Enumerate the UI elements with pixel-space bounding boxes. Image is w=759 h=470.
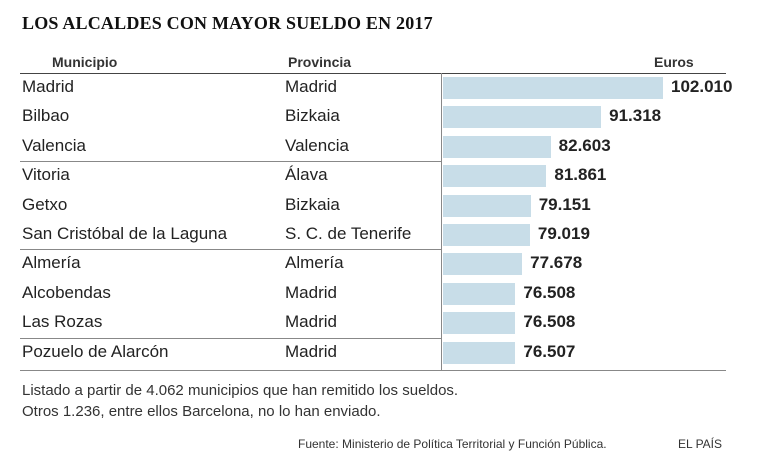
municipio-cell: Pozuelo de Alarcón — [22, 341, 169, 361]
salary-value-label: 76.508 — [523, 282, 576, 302]
group-divider — [20, 161, 442, 162]
table-row: Vitoria Álava 81.861 — [0, 161, 759, 190]
salary-bar — [443, 194, 531, 217]
provincia-cell: Madrid — [285, 282, 337, 302]
publisher-credit: EL PAÍS — [678, 437, 723, 451]
provincia-cell: Bizkaia — [285, 194, 340, 214]
provincia-cell: S. C. de Tenerife — [285, 224, 412, 243]
municipio-cell: Getxo — [22, 194, 68, 214]
salary-value-label: 76.508 — [523, 312, 576, 332]
salary-value-label: 79.019 — [537, 224, 590, 243]
footnote: Listado a partir de 4.062 municipios que… — [22, 382, 459, 399]
chart-title: LOS ALCALDES CON MAYOR SUELDO EN 2017 — [22, 13, 433, 33]
table-row: Bilbao Bizkaia 91.318 — [0, 102, 759, 131]
group-divider — [20, 249, 442, 250]
table-row: Pozuelo de Alarcón Madrid 76.507 — [0, 338, 759, 367]
bar-axis-line — [441, 73, 442, 370]
table-row: Madrid Madrid 102.010 — [0, 73, 759, 102]
salary-value-label: 91.318 — [609, 106, 662, 126]
salary-value-label: 102.010 — [671, 77, 733, 96]
salary-value-label: 82.603 — [558, 135, 611, 155]
municipio-cell: Bilbao — [22, 106, 70, 126]
provincia-cell: Madrid — [285, 312, 337, 332]
provincia-cell: Almería — [285, 253, 344, 273]
salary-bar — [443, 77, 663, 99]
footer-rule — [20, 370, 726, 371]
salary-bar — [443, 106, 602, 129]
column-header-euros: Euros — [654, 54, 694, 70]
salary-value-label: 76.507 — [523, 341, 576, 361]
column-header-municipio: Municipio — [52, 54, 118, 70]
column-header-provincia: Provincia — [288, 54, 352, 70]
table-row: Getxo Bizkaia 79.151 — [0, 191, 759, 220]
table-row: Almería Almería 77.678 — [0, 249, 759, 278]
municipio-cell: Alcobendas — [22, 282, 111, 302]
municipio-cell: Las Rozas — [22, 312, 103, 332]
salary-value-label: 77.678 — [530, 253, 583, 273]
salary-bar — [443, 165, 547, 188]
source-credit: Fuente: Ministerio de Política Territori… — [298, 437, 607, 451]
group-divider — [20, 338, 442, 339]
salary-bar — [443, 312, 516, 335]
salary-value-label: 81.861 — [554, 165, 607, 185]
table-row: Valencia Valencia 82.603 — [0, 132, 759, 161]
municipio-cell: Vitoria — [22, 165, 70, 185]
table-row: San Cristóbal de la Laguna S. C. de Tener… — [0, 220, 759, 249]
municipio-cell: Madrid — [22, 77, 74, 96]
municipio-cell: San Cristóbal de la Laguna — [22, 224, 228, 243]
salary-value-label: 79.151 — [538, 194, 591, 214]
header-rule — [20, 73, 726, 74]
municipio-cell: Almería — [22, 253, 81, 273]
provincia-cell: Valencia — [285, 135, 349, 155]
salary-bar — [443, 282, 516, 305]
table-row: Alcobendas Madrid 76.508 — [0, 279, 759, 308]
salary-bar — [443, 224, 530, 246]
salary-bar — [443, 253, 523, 276]
table-row: Las Rozas Madrid 76.508 — [0, 308, 759, 337]
salary-bar — [443, 341, 516, 364]
provincia-cell: Madrid — [285, 77, 337, 96]
municipio-cell: Valencia — [22, 135, 86, 155]
provincia-cell: Álava — [285, 165, 328, 185]
provincia-cell: Madrid — [285, 341, 337, 361]
provincia-cell: Bizkaia — [285, 106, 340, 126]
footnote: Otros 1.236, entre ellos Barcelona, no l… — [22, 403, 381, 420]
salary-bar — [443, 135, 551, 158]
